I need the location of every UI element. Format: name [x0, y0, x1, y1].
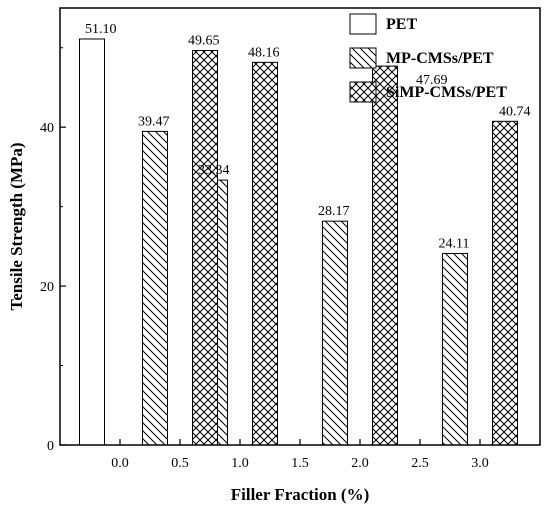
data-label-2-2: 47.69: [416, 73, 448, 88]
bar-2-3: [492, 120, 518, 446]
y-tick-label-1: 20: [40, 280, 54, 295]
legend-label-0: PET: [386, 16, 417, 33]
bar-1-3: [442, 252, 468, 446]
data-label-1-0: 39.47: [138, 114, 170, 129]
bar-2-0: [192, 50, 218, 446]
bar-1-0: [142, 130, 168, 446]
legend-label-1: MP-CMSs/PET: [386, 50, 494, 67]
x-tick-label-3: 1.5: [291, 456, 309, 471]
data-labels-group: 51.10 39.47 33.34 28.17 24.11 49.65 48.16 47.69…: [85, 22, 531, 251]
data-label-2-3: 40.74: [499, 104, 531, 119]
bar-2-2: [372, 65, 398, 446]
legend-swatch-2: [349, 81, 377, 103]
data-label-1-1: 33.34: [198, 163, 230, 178]
bar-1-2: [322, 220, 348, 446]
y-tick-label-0: 0: [47, 439, 54, 454]
x-tick-label-2: 1.0: [231, 456, 249, 471]
bars-group: [79, 38, 518, 446]
legend-label-2: SiMP-CMSs/PET: [386, 84, 507, 101]
x-tick-label-1: 0.5: [171, 456, 189, 471]
x-axis-title: Filler Fraction (%): [231, 485, 369, 504]
bar-0-0: [79, 38, 105, 446]
x-tick-label-5: 2.5: [411, 456, 429, 471]
x-tick-label-6: 3.0: [471, 456, 489, 471]
y-tick-label-2: 40: [40, 121, 54, 136]
legend: PET MP-CMSs/PET SiMP-CMSs/PET: [349, 13, 507, 103]
data-label-1-3: 24.11: [439, 236, 470, 251]
data-label-2-1: 48.16: [248, 45, 280, 60]
y-axis: 0 20 40: [40, 47, 66, 454]
legend-swatch-1: [349, 47, 377, 69]
bar-2-1: [252, 61, 278, 446]
x-tick-label-0: 0.0: [111, 456, 129, 471]
data-label-0-0: 51.10: [85, 22, 117, 37]
x-axis: 0.0 0.5 1.0 1.5 2.0 2.5 3.0: [111, 439, 489, 471]
data-label-2-0: 49.65: [188, 34, 220, 49]
data-label-1-2: 28.17: [318, 204, 350, 219]
y-axis-title: Tensile Strength (MPa): [7, 142, 26, 310]
x-tick-label-4: 2.0: [351, 456, 369, 471]
legend-swatch-0: [349, 13, 377, 35]
